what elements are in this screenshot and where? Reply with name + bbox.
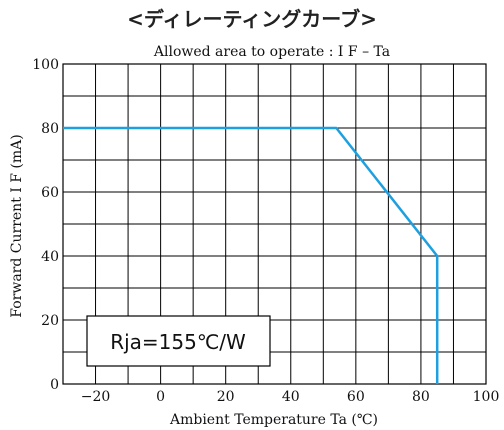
chart-heading: <ディレーティングカーブ>: [127, 7, 377, 31]
x-tick-label: −20: [81, 389, 111, 405]
x-axis-label: Ambient Temperature Ta (℃): [169, 412, 378, 428]
y-axis-label: Forward Current I F (mA): [9, 134, 25, 317]
chart-title: Allowed area to operate : I F – Ta: [153, 44, 390, 60]
y-axis-ticks: 0 20 40 60 80 100: [32, 57, 59, 393]
annotation-text: Rja=155℃/W: [110, 330, 246, 354]
x-tick-label: 0: [156, 389, 165, 405]
derating-curve-line: [63, 126, 439, 384]
x-tick-label: 40: [282, 389, 300, 405]
annotation-box: [86, 315, 271, 367]
x-tick-label: 100: [473, 389, 500, 405]
x-tick-label: 60: [347, 389, 365, 405]
y-tick-label: 0: [50, 377, 59, 393]
y-tick-label: 20: [41, 313, 59, 329]
y-tick-label: 100: [32, 57, 59, 73]
y-tick-label: 40: [41, 249, 59, 265]
x-tick-label: 20: [217, 389, 235, 405]
grid: [63, 64, 486, 384]
y-tick-label: 80: [41, 121, 59, 137]
plot-area-border: [62, 63, 487, 385]
y-tick-label: 60: [41, 185, 59, 201]
thermal-resistance-annotation: Rja=155℃/W: [86, 315, 271, 367]
x-axis-ticks: −20 0 20 40 60 80 100: [81, 389, 500, 405]
x-tick-label: 80: [412, 389, 430, 405]
